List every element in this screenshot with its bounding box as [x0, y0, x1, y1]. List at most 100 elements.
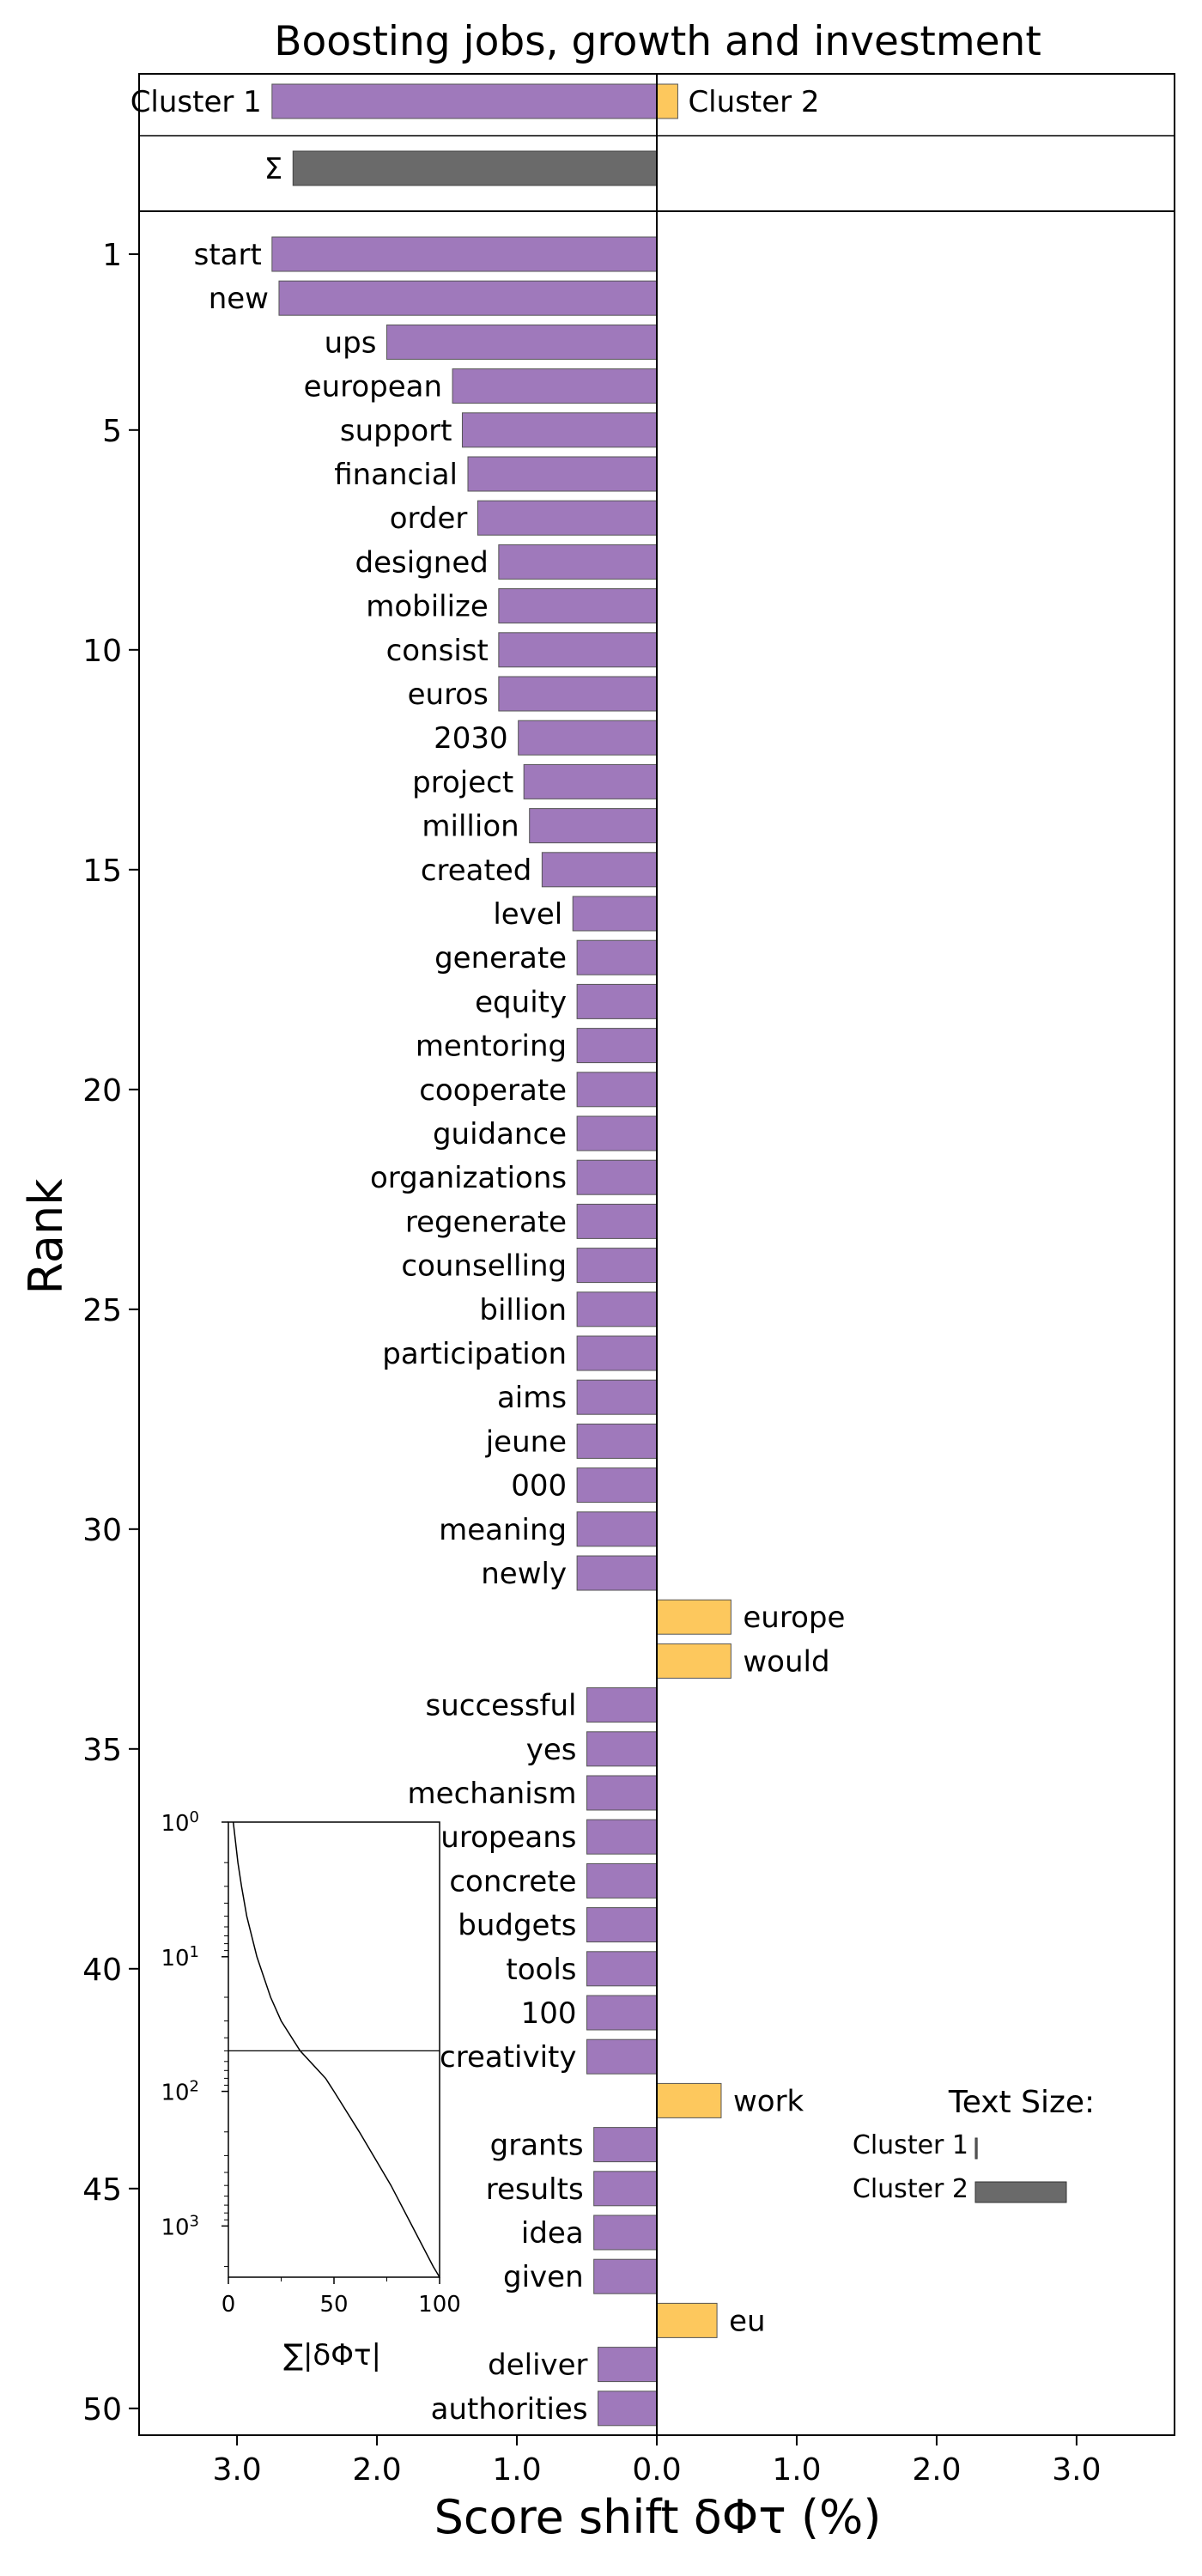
bar-grants	[593, 2127, 658, 2163]
bar-new	[278, 280, 658, 316]
x-axis-title: Score shift δΦτ (%)	[434, 2490, 882, 2544]
word-label-new: new	[209, 282, 269, 316]
word-label-meaning: meaning	[439, 1513, 567, 1547]
word-label-consist: consist	[386, 634, 489, 668]
bar-budgets	[586, 1907, 658, 1943]
x-tick-label-1: 2.0	[352, 2452, 401, 2488]
bar-2030	[518, 720, 658, 756]
x-tick-label-6: 3.0	[1052, 2452, 1101, 2488]
bar-given	[593, 2258, 658, 2294]
y-axis-title: Rank	[19, 1178, 73, 1295]
chart-title: Boosting jobs, growth and investment	[274, 18, 1041, 65]
bar-creativity	[586, 2038, 658, 2075]
bar-000	[576, 1467, 658, 1504]
word-label-authorities: authorities	[431, 2392, 588, 2427]
y-tick-label-25: 25	[82, 1293, 122, 1328]
word-label-euros: euros	[408, 677, 489, 712]
bar-mechanism	[586, 1775, 658, 1811]
y-tick-label-35: 35	[82, 1733, 122, 1768]
bar-financial	[467, 456, 658, 492]
word-label-grants: grants	[490, 2129, 584, 2163]
inset-x-tick-label-50: 50	[319, 2292, 348, 2318]
bar-ups	[385, 324, 658, 360]
cumulative-inset: 100 101 102 103 0 50 100 ∑|δΦτ|	[161, 1808, 460, 2372]
inset-y-tick-label-2: 102	[161, 2078, 199, 2106]
bar-yes	[586, 1731, 658, 1767]
word-label-guidance: guidance	[433, 1117, 567, 1151]
bar-million	[529, 808, 658, 844]
inset-y-tick-label-0: 100	[161, 1808, 199, 1837]
bar-100	[586, 1995, 658, 2031]
word-label-mentoring: mentoring	[416, 1030, 567, 1064]
word-label-successful: successful	[426, 1689, 577, 1723]
word-label-2030: 2030	[434, 721, 508, 756]
bar-generate	[576, 939, 658, 975]
word-label-generate: generate	[434, 941, 567, 975]
y-tick-label-30: 30	[82, 1513, 122, 1548]
bar-concrete	[586, 1862, 658, 1899]
word-label-equity: equity	[475, 985, 567, 1019]
legend-swatch-cluster-1	[974, 2137, 978, 2160]
word-label-europeans: europeans	[422, 1820, 576, 1855]
y-tick-label-1: 1	[102, 238, 122, 273]
word-label-eu: eu	[729, 2304, 765, 2338]
bar-mobilize	[498, 588, 658, 624]
word-label-regenerate: regenerate	[405, 1205, 567, 1239]
bar-cooperate	[576, 1072, 658, 1108]
word-label-000: 000	[511, 1469, 567, 1504]
bar-results	[593, 2171, 658, 2207]
y-tick-label-15: 15	[82, 854, 122, 889]
bar-eu	[656, 2302, 718, 2338]
word-label-aims: aims	[497, 1381, 567, 1415]
inset-y-tick-label-1: 101	[161, 1943, 199, 1971]
bar-order	[477, 500, 658, 536]
main-panel: start new ups european support financial order…	[82, 210, 1175, 2488]
bar-europeans	[586, 1819, 658, 1855]
summary-panel: Cluster 1 Cluster 2 Σ	[131, 73, 1175, 212]
y-tick-label-50: 50	[82, 2392, 122, 2427]
bar-aims	[576, 1379, 658, 1415]
word-label-cooperate: cooperate	[419, 1073, 567, 1108]
bar-authorities	[598, 2391, 658, 2427]
word-label-yes: yes	[526, 1733, 577, 1767]
bar-level	[572, 896, 658, 932]
word-label-ups: ups	[325, 325, 377, 360]
bar-euros	[498, 676, 658, 712]
summary-bar-cluster-2	[656, 83, 678, 119]
x-tick-label-4: 1.0	[772, 2452, 821, 2488]
word-label-european: european	[304, 370, 442, 404]
y-tick-label-45: 45	[82, 2172, 122, 2208]
legend-label-cluster-2: Cluster 2	[853, 2174, 968, 2204]
word-label-million: million	[422, 810, 519, 844]
bar-organizations	[576, 1159, 658, 1195]
bar-europe	[656, 1599, 732, 1635]
word-label-participation: participation	[382, 1337, 567, 1371]
word-label-support: support	[340, 414, 452, 448]
bar-newly	[576, 1555, 658, 1591]
word-label-given: given	[503, 2260, 584, 2294]
bar-guidance	[576, 1115, 658, 1151]
inset-y-tick-label-3: 103	[161, 2212, 199, 2240]
bar-participation	[576, 1335, 658, 1371]
word-label-deliver: deliver	[488, 2348, 587, 2383]
bar-european	[452, 368, 658, 404]
word-label-financial: financial	[334, 458, 458, 492]
bar-meaning	[576, 1511, 658, 1547]
inset-x-label: ∑|δΦτ|	[283, 2338, 381, 2372]
word-label-would: would	[743, 1644, 829, 1679]
word-label-start: start	[194, 238, 262, 272]
bar-project	[523, 763, 658, 799]
bar-designed	[498, 544, 658, 580]
word-label-level: level	[493, 897, 562, 932]
word-label-budgets: budgets	[458, 1909, 576, 1943]
word-label-work: work	[733, 2084, 804, 2118]
word-label-designed: designed	[355, 545, 489, 580]
word-label-mechanism: mechanism	[408, 1777, 577, 1811]
word-label-counselling: counselling	[401, 1249, 567, 1284]
bar-mentoring	[576, 1028, 658, 1064]
y-tick-label-40: 40	[82, 1953, 122, 1988]
bar-support	[461, 412, 658, 448]
bar-deliver	[598, 2347, 658, 2383]
summary-bar-cluster-1	[271, 83, 658, 119]
word-label-europe: europe	[743, 1601, 845, 1635]
